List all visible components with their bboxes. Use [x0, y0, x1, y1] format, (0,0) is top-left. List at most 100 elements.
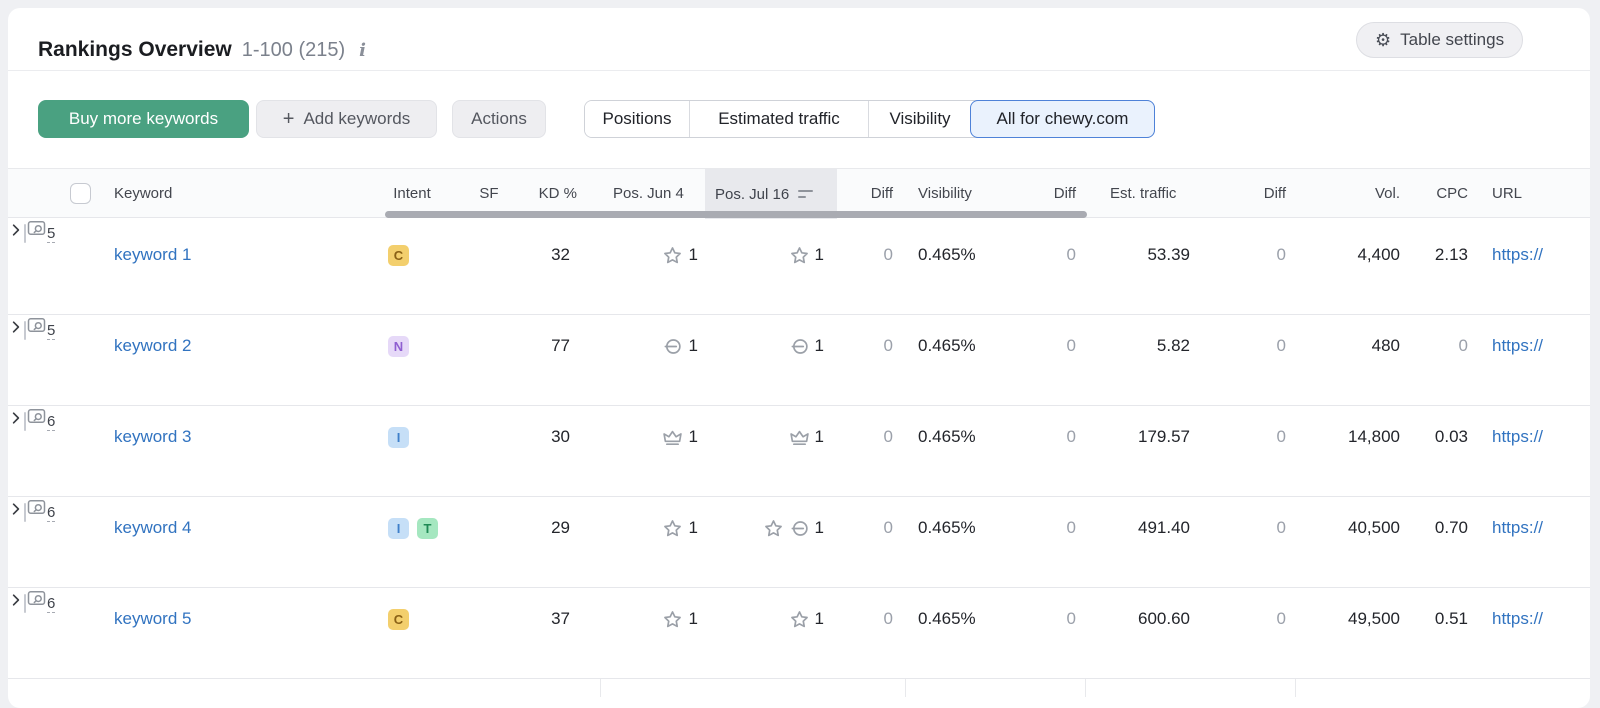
- horizontal-scrollbar[interactable]: [385, 211, 1087, 218]
- pos-jun-cell: 1: [608, 424, 698, 450]
- star-icon: [662, 518, 683, 539]
- serp-features-count[interactable]: 5: [47, 225, 56, 243]
- table-settings-button[interactable]: ⚙ Table settings: [1356, 22, 1524, 58]
- row-checkbox[interactable]: [24, 321, 26, 340]
- pos-jun-value: 1: [688, 609, 698, 628]
- volume-value: 480: [1371, 336, 1400, 355]
- cpc-value: 0.51: [1434, 609, 1468, 628]
- expand-row-button[interactable]: [8, 321, 24, 339]
- tab-visibility[interactable]: Visibility: [868, 101, 971, 137]
- column-header-kd[interactable]: KD %: [538, 185, 577, 202]
- column-header-visibility[interactable]: Visibility: [918, 185, 972, 202]
- visibility-value: 0.465%: [918, 609, 976, 628]
- url-link[interactable]: https://: [1492, 518, 1544, 537]
- actions-button[interactable]: Actions: [452, 100, 546, 138]
- cpc-value: 2.13: [1434, 245, 1468, 264]
- row-checkbox[interactable]: [24, 224, 26, 243]
- sorted-column-label: Pos. Jul 16: [715, 185, 790, 203]
- pos-jul-value: 1: [814, 427, 824, 446]
- traffic-diff-value: 0: [1276, 518, 1286, 537]
- column-header-diff-traffic[interactable]: Diff: [1263, 185, 1286, 202]
- keyword-link[interactable]: keyword 2: [114, 336, 192, 355]
- column-header-cpc[interactable]: CPC: [1436, 185, 1468, 202]
- serp-features-icon[interactable]: [26, 591, 47, 612]
- expand-row-button[interactable]: [8, 503, 24, 521]
- cpc-value: 0.03: [1434, 427, 1468, 446]
- column-header-pos-jul-sorted[interactable]: Pos. Jul 16: [705, 169, 837, 219]
- gear-icon: ⚙: [1375, 30, 1392, 50]
- keyword-link[interactable]: keyword 4: [114, 518, 192, 537]
- column-header-url[interactable]: URL: [1492, 185, 1523, 202]
- column-header-diff-pos[interactable]: Diff: [870, 185, 893, 202]
- row-checkbox[interactable]: [24, 594, 26, 613]
- keyword-link[interactable]: keyword 5: [114, 609, 192, 628]
- pos-jul-value: 1: [814, 245, 824, 264]
- expand-row-button[interactable]: [8, 412, 24, 430]
- link-icon: [789, 336, 810, 357]
- traffic-diff-value: 0: [1276, 609, 1286, 628]
- visibility-diff-value: 0: [1066, 518, 1076, 537]
- table-row: keyword 1 C 5 32 1 1 0 0.465% 0 53.39 0 4,400 2.13 ht…: [8, 218, 1590, 315]
- serp-features-count[interactable]: 6: [47, 504, 56, 522]
- intent-badge-t: T: [417, 517, 438, 539]
- serp-features-count[interactable]: 6: [47, 595, 56, 613]
- pos-jul-cell: 1: [698, 333, 824, 359]
- table-settings-label: Table settings: [1400, 30, 1505, 49]
- keyword-link[interactable]: keyword 1: [114, 245, 192, 264]
- expand-row-button[interactable]: [8, 594, 24, 612]
- column-header-keyword[interactable]: Keyword: [114, 185, 173, 202]
- url-link[interactable]: https://: [1492, 609, 1544, 628]
- row-checkbox[interactable]: [24, 503, 26, 522]
- pos-jul-cell: 1: [698, 242, 824, 268]
- url-link[interactable]: https://: [1492, 245, 1544, 264]
- url-link[interactable]: https://: [1492, 427, 1544, 446]
- visibility-diff-value: 0: [1066, 427, 1076, 446]
- keyword-link[interactable]: keyword 3: [114, 427, 192, 446]
- pos-jul-value: 1: [814, 609, 824, 628]
- pos-jun-value: 1: [688, 427, 698, 446]
- serp-features-icon[interactable]: [26, 221, 47, 242]
- serp-features-icon[interactable]: [26, 318, 47, 339]
- pos-jun-value: 1: [688, 245, 698, 264]
- serp-features-count[interactable]: 5: [47, 322, 56, 340]
- kd-value: 29: [551, 518, 570, 537]
- est-traffic-value: 600.60: [1138, 609, 1190, 628]
- url-link[interactable]: https://: [1492, 336, 1544, 355]
- star-icon: [763, 518, 784, 539]
- volume-value: 40,500: [1348, 518, 1400, 537]
- panel-title-bar: Rankings Overview 1-100 (215) i: [38, 30, 370, 70]
- row-checkbox[interactable]: [24, 412, 26, 431]
- link-icon: [662, 336, 683, 357]
- column-header-volume[interactable]: Vol.: [1374, 185, 1400, 202]
- kd-value: 30: [551, 427, 570, 446]
- intent-badge-i: I: [388, 517, 409, 539]
- tab-all-for-chewy[interactable]: All for chewy.com: [970, 100, 1155, 138]
- serp-features-icon[interactable]: [26, 409, 47, 430]
- column-header-pos-jun[interactable]: Pos. Jun 4: [613, 185, 684, 202]
- column-header-intent[interactable]: Intent: [393, 185, 431, 202]
- column-header-sf[interactable]: SF: [479, 185, 499, 202]
- pos-jul-cell: 1: [698, 606, 824, 632]
- tab-estimated-traffic[interactable]: Estimated traffic: [689, 101, 868, 137]
- serp-features-icon[interactable]: [26, 500, 47, 521]
- info-icon[interactable]: i: [359, 39, 366, 61]
- star-icon: [789, 609, 810, 630]
- expand-row-button[interactable]: [8, 224, 24, 242]
- pos-jun-cell: 1: [608, 606, 698, 632]
- pos-jun-cell: 1: [608, 242, 698, 268]
- select-all-checkbox[interactable]: [70, 183, 91, 204]
- column-header-diff-visibility[interactable]: Diff: [1053, 185, 1076, 202]
- pos-diff-value: 0: [883, 609, 893, 628]
- table-header: Keyword Intent SF KD % Pos. Jun 4 Pos. J…: [8, 168, 1590, 219]
- pos-jun-cell: 1: [608, 333, 698, 359]
- buy-more-keywords-button[interactable]: Buy more keywords: [38, 100, 249, 138]
- add-keywords-button[interactable]: + Add keywords: [256, 100, 437, 138]
- pos-jul-cell: 1: [698, 424, 824, 450]
- column-header-est-traffic[interactable]: Est. traffic: [1110, 185, 1177, 202]
- pos-jun-cell: 1: [608, 515, 698, 541]
- intent-cell: I: [388, 424, 409, 450]
- est-traffic-value: 5.82: [1156, 336, 1190, 355]
- serp-features-count[interactable]: 6: [47, 413, 56, 431]
- tab-positions[interactable]: Positions: [585, 101, 689, 137]
- pos-diff-value: 0: [883, 518, 893, 537]
